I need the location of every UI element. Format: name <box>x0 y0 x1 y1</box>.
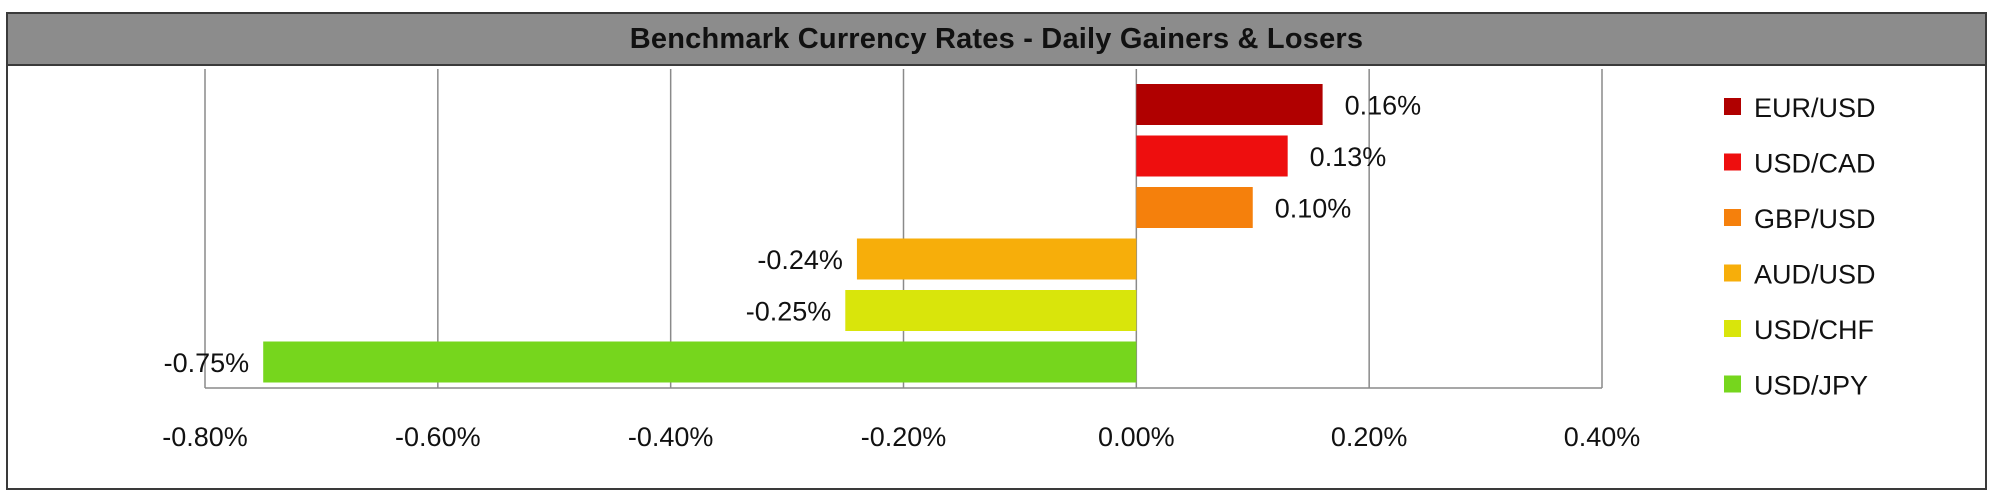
legend-swatch <box>1724 320 1741 337</box>
chart-plot: -0.80% -0.60% -0.40% -0.20% 0.00% 0.20% 0.40% 0… <box>162 69 1876 452</box>
legend-swatch <box>1724 209 1741 226</box>
legend-swatch <box>1724 375 1741 393</box>
bar-usd-cad <box>1136 135 1288 177</box>
x-tick-label: -0.60% <box>395 422 481 452</box>
data-label: -0.24% <box>757 245 843 275</box>
bar-usd-jpy <box>263 341 1137 383</box>
legend-label: EUR/USD <box>1754 93 1876 123</box>
chart-title-bar: Benchmark Currency Rates - Daily Gainers… <box>8 14 1985 66</box>
legend-swatch <box>1724 153 1741 171</box>
x-tick-label: -0.20% <box>861 422 947 452</box>
legend-label: USD/CAD <box>1754 149 1876 179</box>
x-tick-label: 0.40% <box>1564 422 1641 452</box>
data-label: -0.25% <box>746 297 832 327</box>
chart-frame: Benchmark Currency Rates - Daily Gainers… <box>6 12 1987 490</box>
x-tick-label: -0.40% <box>628 422 714 452</box>
chart-title: Benchmark Currency Rates - Daily Gainers… <box>629 22 1364 55</box>
data-label: 0.13% <box>1310 142 1387 172</box>
legend-swatch <box>1724 264 1741 282</box>
legend-label: USD/CHF <box>1754 315 1874 345</box>
data-label: 0.16% <box>1345 91 1422 121</box>
bar-eur-usd <box>1136 84 1323 125</box>
bar-usd-chf <box>845 290 1137 331</box>
x-tick-label: 0.00% <box>1098 422 1175 452</box>
bar-aud-usd <box>856 238 1137 280</box>
data-label: 0.10% <box>1275 194 1352 224</box>
x-tick-label: -0.80% <box>162 422 248 452</box>
legend-label: USD/JPY <box>1754 371 1868 401</box>
x-tick-label: 0.20% <box>1331 422 1408 452</box>
legend-label: GBP/USD <box>1754 204 1876 234</box>
legend-swatch <box>1724 98 1741 115</box>
legend-label: AUD/USD <box>1754 260 1876 290</box>
bar-gbp-usd <box>1136 187 1253 228</box>
data-label: -0.75% <box>164 348 250 378</box>
